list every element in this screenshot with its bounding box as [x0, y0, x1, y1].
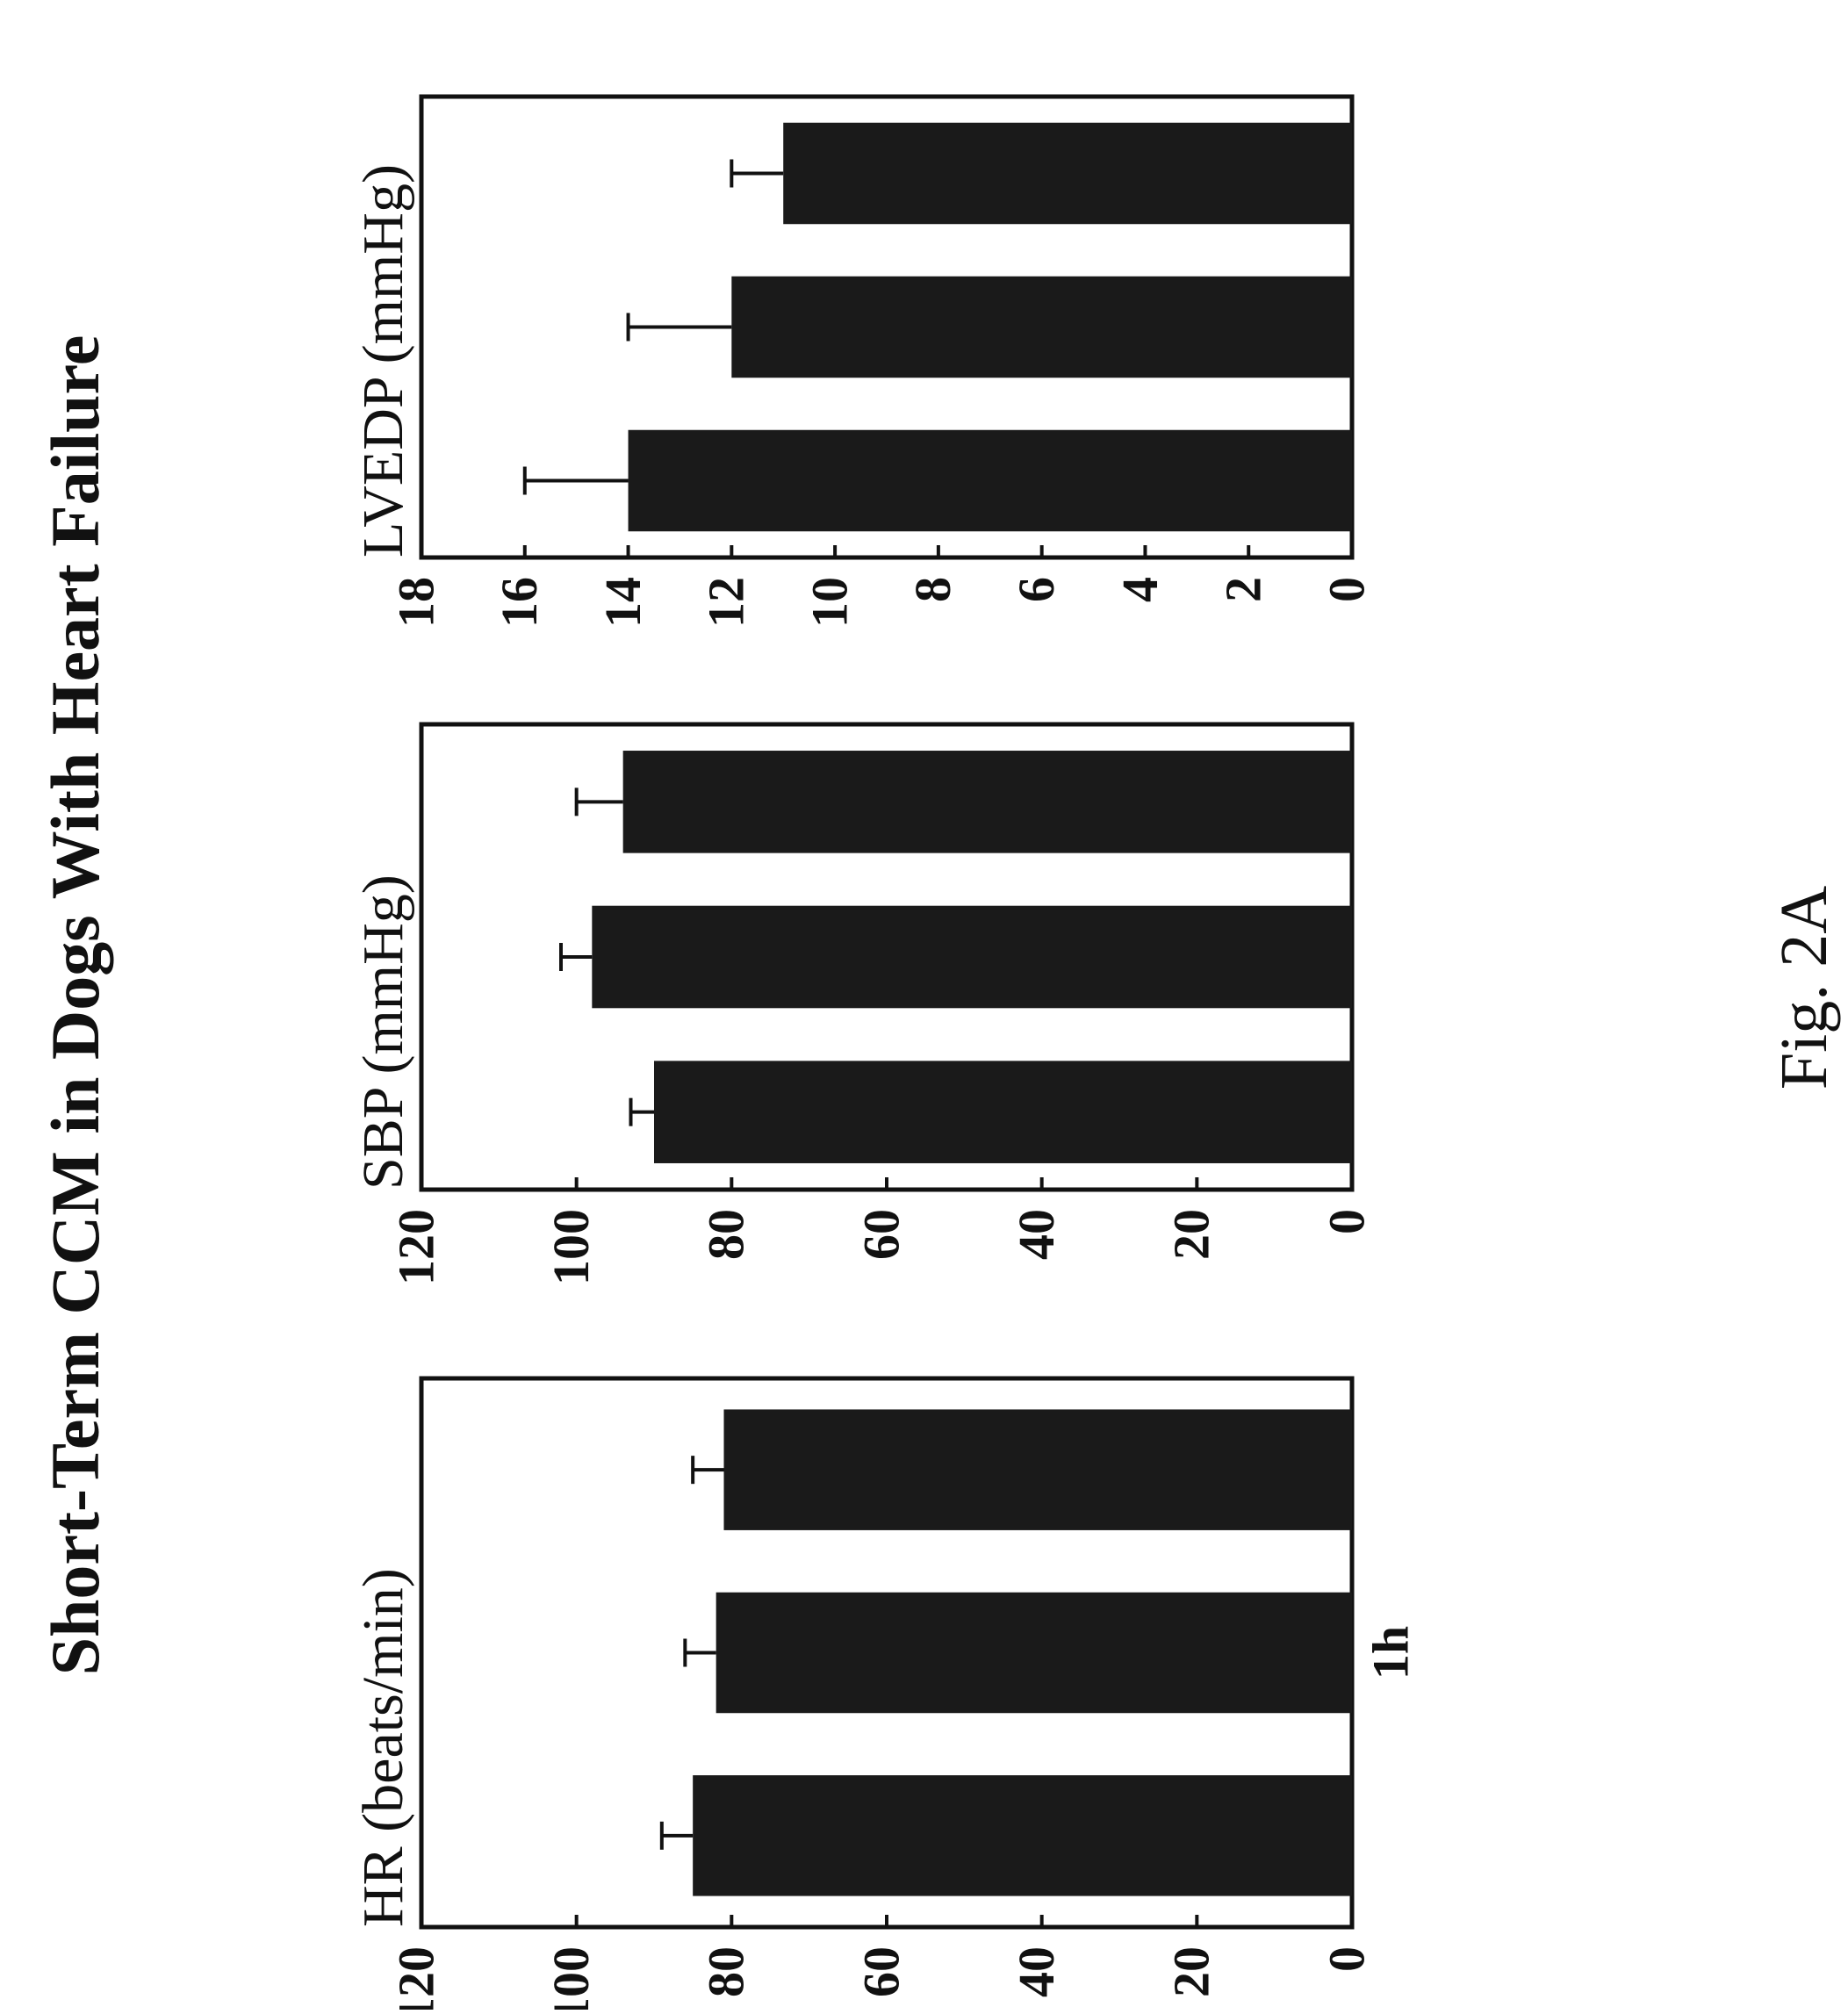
- y-tick-label: 16: [491, 577, 548, 628]
- y-tick-label: 120: [387, 1946, 444, 2010]
- y-tick-label: 0: [1318, 1946, 1375, 1972]
- bar: [628, 429, 1352, 532]
- y-tick-label: 0: [1318, 1209, 1375, 1234]
- figure-label: Fig. 2A: [1767, 886, 1841, 1090]
- y-tick-label: 120: [387, 1209, 444, 1285]
- y-tick-label: 60: [852, 1209, 910, 1260]
- y-tick-label: 100: [543, 1209, 600, 1285]
- y-tick-label: 14: [594, 577, 651, 628]
- y-tick-label: 80: [698, 1946, 755, 1997]
- category-label: 1h: [1362, 1626, 1419, 1680]
- bar: [693, 1775, 1352, 1896]
- bar: [622, 751, 1352, 853]
- y-tick-label: 20: [1163, 1209, 1220, 1260]
- chart-panel-2: 0 20 40 60 80 100 120 SBP (mmHg): [351, 722, 1375, 1285]
- y-tick-label: 10: [801, 577, 858, 628]
- chart-panel-3: 0 2 4 6 8 10 12 14 16 18 LVEDP (mmHg): [351, 94, 1375, 628]
- y-axis-label: LVEDP (mmHg): [351, 164, 415, 557]
- y-tick-label: 6: [1008, 577, 1065, 602]
- chart-panel-1: 0 20 40 60 80 100 120 HR (beats/min) 1h: [351, 1376, 1419, 2014]
- y-tick-label: 18: [387, 577, 444, 628]
- y-tick-label: 100: [543, 1946, 600, 2010]
- y-tick-label: 80: [698, 1209, 755, 1260]
- y-axis-label: SBP (mmHg): [351, 874, 415, 1190]
- y-tick-label: 0: [1318, 577, 1375, 602]
- bar: [731, 276, 1352, 378]
- y-tick-label: 8: [904, 577, 961, 602]
- y-tick-label: 4: [1111, 577, 1168, 602]
- y-tick-label: 40: [1008, 1946, 1065, 1997]
- y-tick-label: 20: [1163, 1946, 1220, 1997]
- bar: [592, 905, 1352, 1009]
- bar: [715, 1592, 1352, 1714]
- y-tick-label: 60: [852, 1946, 910, 1997]
- bar: [723, 1409, 1352, 1530]
- y-tick-label: 40: [1008, 1209, 1065, 1260]
- figure-title: Short-Term CCM in Dogs With Heart Failur…: [37, 335, 113, 1676]
- y-tick-label: 2: [1215, 577, 1272, 602]
- y-axis-label: HR (beats/min): [351, 1568, 415, 1927]
- bar: [654, 1061, 1352, 1163]
- bar: [783, 122, 1352, 225]
- y-tick-label: 12: [698, 577, 755, 628]
